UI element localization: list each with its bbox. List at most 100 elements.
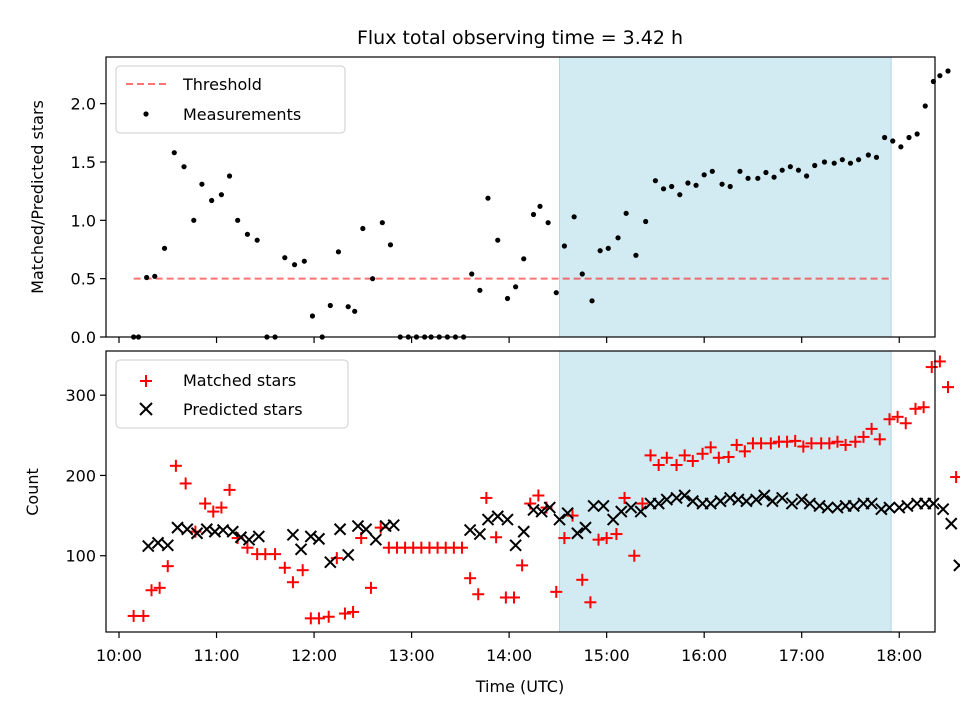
matched-star-point (566, 509, 579, 522)
legend-matched-swatch (140, 375, 152, 387)
measurement-point (865, 152, 871, 158)
matched-star-point (917, 401, 930, 414)
predicted-star-point (758, 489, 771, 502)
predicted-star-point (670, 491, 683, 505)
predicted-star-point (226, 525, 239, 538)
measurement-point (856, 157, 862, 163)
measurement-point (226, 173, 233, 179)
matched-star-point (610, 528, 623, 541)
measurement-point (504, 295, 511, 302)
matched-star-point (873, 433, 886, 446)
measurement-point (561, 243, 567, 249)
measurement-point (633, 252, 639, 258)
measurement-point (701, 172, 707, 178)
predicted-star-point (473, 527, 487, 541)
matched-star-point (558, 532, 571, 545)
measurement-point (218, 192, 225, 198)
predicted-star-point (242, 533, 256, 546)
measurement-point (589, 298, 595, 304)
legend-threshold-label: Threshold (182, 75, 262, 94)
measurement-point (914, 131, 920, 137)
predicted-star-point (161, 539, 174, 552)
matched-star-point (628, 549, 641, 562)
measurement-point (873, 154, 880, 160)
measurement-point (652, 178, 659, 184)
bottom-x-ticks: 10:00 11:00 12:00 13:00 14:00 15:00 16:00 17:00… (96, 632, 922, 665)
measurement-point (485, 195, 491, 201)
predicted-star-point (686, 494, 700, 508)
measurement-point (605, 245, 611, 251)
measurement-point (301, 258, 307, 264)
matched-star-point (660, 451, 673, 464)
matched-star-point (532, 489, 545, 502)
x-tick-label: 15:00 (584, 646, 630, 665)
matched-star-point (199, 497, 212, 510)
predicted-star-point (927, 497, 940, 510)
matched-star-point (312, 612, 325, 625)
matched-star-point (278, 561, 291, 574)
measurement-point (477, 287, 483, 293)
predicted-star-point (535, 505, 548, 518)
matched-star-point (849, 435, 862, 448)
measurement-point (882, 134, 888, 141)
predicted-star-point (252, 530, 266, 543)
top-y-axis-title: Matched/Predicted stars (28, 100, 47, 294)
measurement-point (779, 167, 785, 173)
top-plot-panel: 0.0 0.5 1.0 1.5 2.0 Flux total observing tim… (28, 27, 951, 347)
predicted-star-point (304, 530, 318, 543)
matched-star-point (857, 430, 870, 443)
predicted-star-point (953, 559, 960, 572)
bottom-plot-frame (105, 350, 936, 633)
predicted-star-point (142, 539, 155, 553)
matched-star-point (153, 581, 166, 594)
measurement-point (795, 167, 802, 173)
predicted-star-point (216, 523, 230, 537)
top-plot-frame (105, 56, 936, 338)
measurement-point (745, 175, 751, 181)
predicted-star-point (766, 494, 779, 508)
measurement-point (787, 164, 793, 170)
measurement-point (677, 192, 683, 198)
x-tick-label: 17:00 (779, 646, 825, 665)
matched-star-point (909, 402, 922, 415)
matched-star-point (455, 541, 468, 554)
predicted-star-point (543, 501, 556, 514)
matched-star-point (322, 610, 335, 623)
predicted-star-point (785, 497, 799, 510)
predicted-star-point (491, 510, 504, 523)
matched-star-point (933, 355, 946, 368)
measurement-point (755, 175, 761, 181)
matched-star-point (223, 483, 236, 496)
matched-stars-points (127, 355, 960, 625)
predicted-star-point (369, 533, 383, 546)
measurement-point (660, 186, 667, 192)
measurement-point (199, 181, 205, 187)
matched-star-point (686, 454, 699, 467)
matched-star-point (696, 447, 709, 460)
matched-star-point (652, 459, 665, 472)
matched-star-point (330, 552, 343, 565)
y-tick-label: 1.5 (71, 153, 96, 172)
measurement-point (291, 262, 298, 268)
matched-star-point (636, 497, 649, 510)
measurement-point (737, 168, 743, 174)
predicted-star-point (865, 497, 878, 510)
predicted-star-point (945, 517, 958, 530)
predicted-star-point (553, 513, 566, 526)
measurement-point (152, 273, 158, 279)
observing-window-shade (559, 56, 892, 338)
measurement-point (282, 255, 288, 261)
matched-star-point (704, 441, 717, 454)
chart-title: Flux total observing time = 3.42 h (357, 27, 683, 49)
predicted-star-point (351, 519, 365, 533)
matched-star-point (942, 381, 955, 394)
measurement-point (209, 197, 215, 204)
measurement-point (847, 160, 854, 166)
x-tick-label: 11:00 (193, 646, 239, 665)
predicted-star-point (704, 497, 717, 510)
matched-star-point (730, 438, 743, 451)
predicted-star-point (847, 499, 860, 513)
measurement-point (360, 225, 366, 232)
measurement-point (335, 249, 342, 255)
